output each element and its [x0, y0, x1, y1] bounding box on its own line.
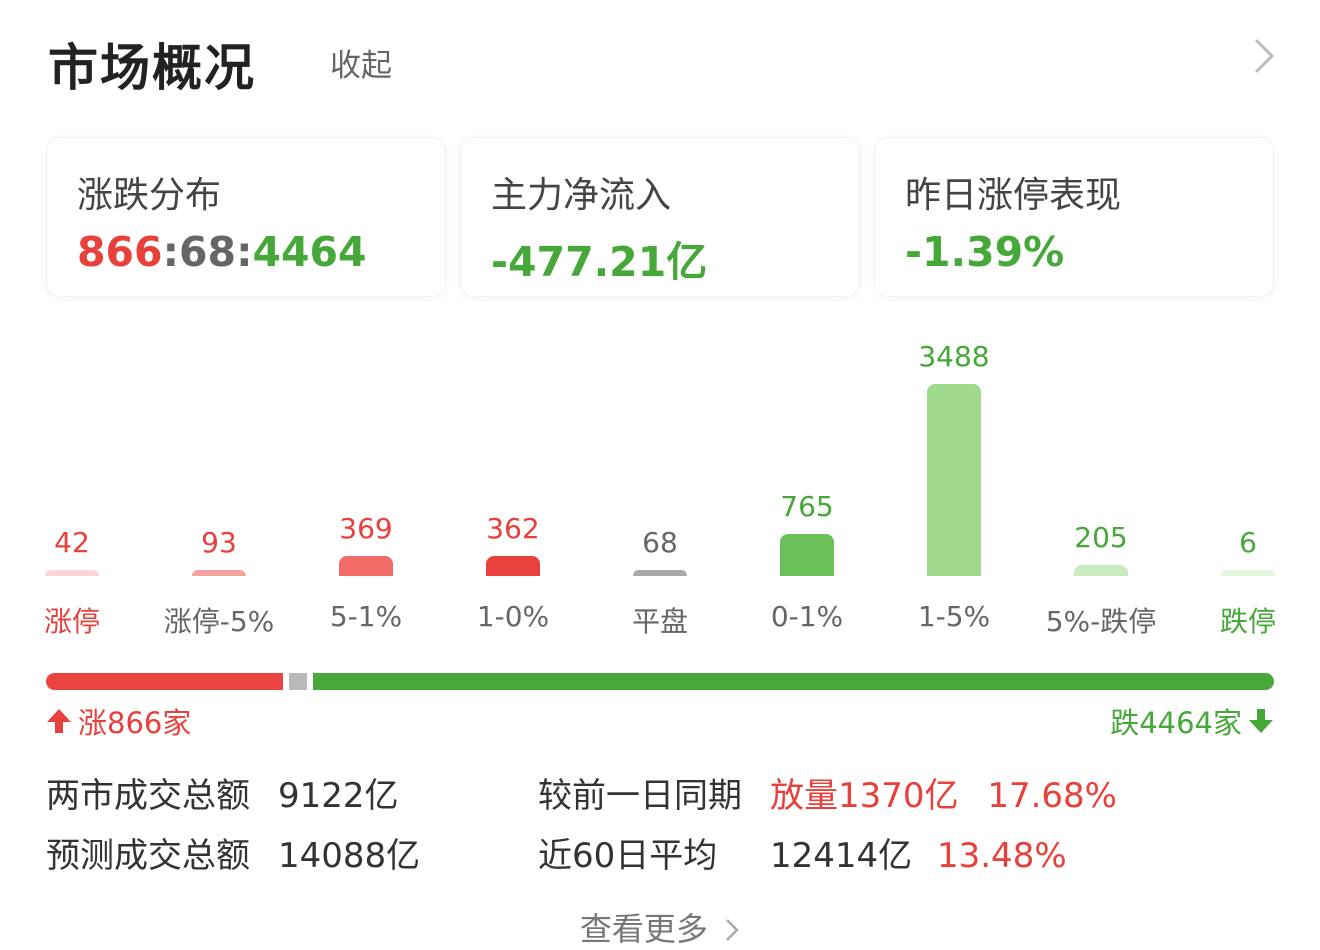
bar-value-label: 42: [54, 526, 90, 559]
forecast-label: 预测成交总额: [46, 836, 250, 876]
bar-value-label: 68: [642, 526, 678, 559]
bar-5: [780, 533, 834, 576]
avg-label-wrap: 近60日平均: [538, 828, 717, 877]
ratio-down-segment: [313, 673, 1274, 690]
stats-row-2: 预测成交总额: [46, 828, 250, 877]
separator: :: [162, 228, 179, 276]
ratio-flat-segment: [289, 673, 307, 690]
compare-label: 较前一日同期: [538, 776, 742, 816]
arrow-down-icon: [1249, 709, 1273, 733]
avg-label: 近60日平均: [538, 836, 718, 876]
category-label: 0-1%: [770, 600, 844, 633]
bar-3: [486, 556, 540, 576]
bar-value-label: 205: [1074, 520, 1128, 554]
bar-value-label: 6: [1239, 526, 1257, 559]
avg-pct: 13.48%: [936, 836, 1067, 876]
distribution-chart: 42 涨停 93 涨停-5% 369 5-1% 362 1-0% 68 平盘 765 0-1% 3488…: [43, 340, 1276, 638]
bar-value-label: 93: [201, 526, 237, 559]
bar-value-label: 765: [780, 489, 834, 523]
avg-value-wrap: 12414亿 13.48%: [770, 828, 1067, 877]
compare-text: 放量1370亿: [770, 776, 959, 816]
category-label: 平盘: [631, 605, 688, 638]
forecast-value-wrap: 14088亿: [278, 828, 420, 877]
turnover-value: 9122亿: [278, 776, 399, 816]
category-label: 1-5%: [917, 600, 991, 633]
bar-7: [1074, 564, 1128, 576]
forecast-value: 14088亿: [278, 836, 421, 876]
separator: :: [236, 228, 253, 276]
bar-value-label: 3488: [918, 340, 990, 373]
down-summary: 跌4464家: [1110, 700, 1274, 742]
category-label: 1-0%: [476, 600, 550, 633]
up-summary: 涨866家: [46, 700, 191, 742]
distribution-value: 866:68:4464: [77, 228, 367, 276]
limit-up-performance-value: -1.39%: [905, 228, 1065, 276]
card-label: 昨日涨停表现: [905, 175, 1122, 216]
main-inflow-value: -477.21亿: [491, 238, 708, 286]
bar-0: [45, 570, 99, 576]
view-more-label: 查看更多: [579, 910, 708, 948]
down-summary-text: 跌4464家: [1110, 706, 1242, 740]
chevron-right-icon[interactable]: [1246, 36, 1282, 76]
avg-value: 12414亿: [770, 836, 913, 876]
bar-6: [927, 384, 981, 576]
bar-2: [339, 555, 393, 576]
page-title: 市场概况: [48, 39, 256, 97]
collapse-button[interactable]: 收起: [330, 48, 392, 84]
up-down-ratio-bar: [46, 673, 1274, 690]
bar-4: [633, 570, 687, 576]
category-label: 涨停: [43, 605, 100, 638]
card-label: 主力净流入: [491, 175, 672, 216]
category-label: 5-1%: [329, 600, 403, 633]
down-count: 4464: [252, 228, 367, 276]
stats-row-1: 两市成交总额: [46, 768, 250, 817]
flat-count: 68: [179, 228, 237, 276]
bar-value-label: 362: [486, 512, 540, 546]
ratio-up-segment: [46, 673, 283, 690]
card-limit-up-performance[interactable]: 昨日涨停表现 -1.39%: [874, 137, 1274, 297]
bar-8: [1221, 570, 1275, 576]
category-label: 跌停: [1219, 605, 1276, 638]
card-label: 涨跌分布: [77, 175, 222, 216]
compare-label-wrap: 较前一日同期: [538, 768, 742, 817]
up-summary-text: 涨866家: [78, 706, 192, 740]
up-count: 866: [77, 228, 163, 276]
turnover-label: 两市成交总额: [46, 776, 250, 816]
card-distribution[interactable]: 涨跌分布 866:68:4464: [46, 137, 446, 297]
card-main-inflow[interactable]: 主力净流入 -477.21亿: [460, 137, 860, 297]
category-label: 涨停-5%: [163, 605, 275, 638]
compare-pct: 17.68%: [987, 776, 1117, 816]
bar-1: [192, 570, 246, 576]
chevron-right-icon: [726, 919, 739, 941]
arrow-up-icon: [47, 709, 71, 733]
bar-value-label: 369: [339, 511, 393, 545]
summary-cards: 涨跌分布 866:68:4464 主力净流入 -477.21亿 昨日涨停表现 -…: [46, 137, 1274, 297]
turnover-value-wrap: 9122亿: [278, 768, 399, 817]
category-label: 5%-跌停: [1045, 605, 1157, 638]
view-more-button[interactable]: 查看更多: [0, 904, 1320, 950]
compare-value-wrap: 放量1370亿 17.68%: [770, 768, 1117, 817]
